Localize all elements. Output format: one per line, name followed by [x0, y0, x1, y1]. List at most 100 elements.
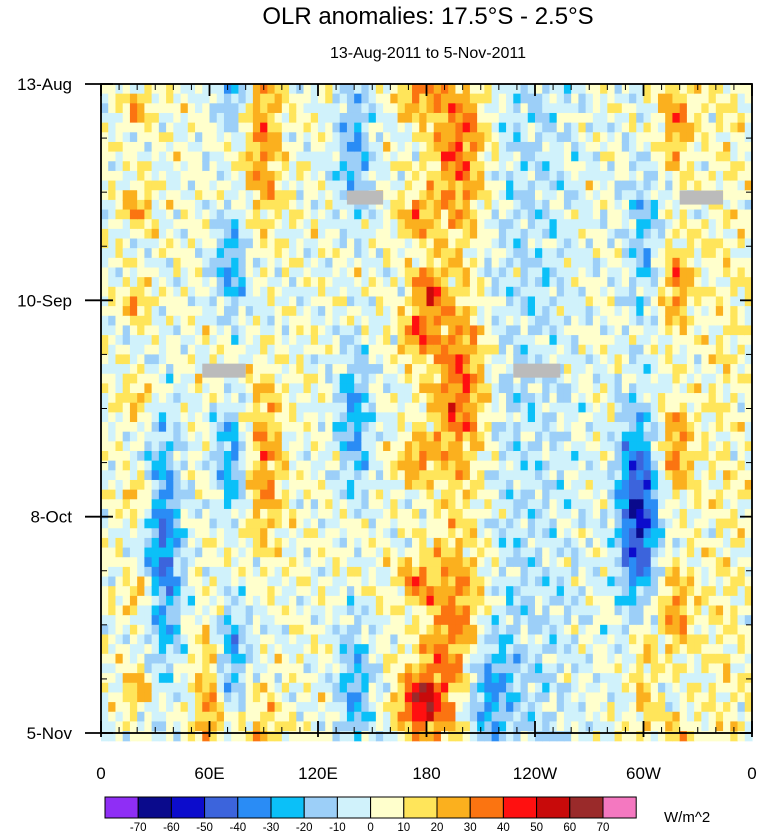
heatmap-cell [455, 731, 464, 742]
heatmap-cell [520, 190, 529, 201]
heatmap-cell [527, 199, 536, 211]
heatmap-cell [542, 711, 551, 723]
heatmap-cell [375, 537, 384, 549]
heatmap-cell [346, 566, 355, 578]
heatmap-cell [390, 731, 399, 742]
heatmap-cell [527, 624, 536, 636]
heatmap-cell [498, 141, 507, 153]
heatmap-cell [223, 711, 232, 723]
heatmap-cell [310, 499, 319, 510]
heatmap-cell [346, 383, 355, 394]
heatmap-cell [332, 122, 341, 133]
heatmap-cell [542, 84, 551, 95]
heatmap-cell [607, 248, 616, 259]
heatmap-cell [383, 393, 391, 404]
heatmap-cell [216, 103, 225, 114]
heatmap-cell [173, 393, 182, 404]
heatmap-cell [592, 122, 601, 133]
heatmap-cell [252, 103, 261, 114]
heatmap-cell [318, 431, 326, 442]
heatmap-cell [440, 634, 449, 645]
heatmap-cell [412, 653, 420, 665]
heatmap-cell [195, 422, 203, 433]
heatmap-cell [426, 441, 435, 452]
heatmap-cell [426, 344, 435, 356]
heatmap-cell [542, 586, 551, 597]
heatmap-cell [585, 682, 594, 694]
heatmap-cell [245, 238, 254, 249]
heatmap-cell [614, 180, 623, 191]
heatmap-cell [455, 644, 464, 655]
heatmap-cell [339, 702, 348, 713]
heatmap-cell [433, 605, 442, 616]
heatmap-cell [151, 209, 160, 220]
heatmap-cell [354, 219, 362, 230]
heatmap-cell [621, 161, 630, 172]
heatmap-cell [383, 682, 391, 694]
heatmap-cell [621, 634, 630, 645]
heatmap-cell [115, 170, 124, 182]
heatmap-cell [158, 170, 167, 182]
heatmap-cell [621, 103, 630, 114]
heatmap-cell [578, 460, 587, 471]
heatmap-cell [101, 373, 109, 384]
heatmap-cell [621, 122, 630, 133]
heatmap-cell [144, 489, 153, 500]
heatmap-cell [419, 103, 428, 114]
heatmap-cell [361, 702, 370, 713]
heatmap-cell [535, 199, 543, 211]
heatmap-cell [158, 141, 167, 153]
heatmap-cell [195, 383, 203, 394]
heatmap-cell [108, 412, 117, 423]
heatmap-cell [339, 393, 348, 404]
heatmap-cell [614, 161, 623, 172]
heatmap-cell [491, 624, 500, 636]
heatmap-cell [614, 731, 623, 742]
heatmap-cell [354, 663, 362, 674]
heatmap-cell [592, 431, 601, 442]
heatmap-cell [412, 528, 420, 539]
heatmap-cell [303, 373, 312, 384]
heatmap-cell [462, 518, 471, 529]
heatmap-cell [383, 315, 391, 327]
heatmap-cell [549, 441, 558, 452]
heatmap-cell [535, 528, 543, 539]
heatmap-cell [318, 470, 326, 481]
heatmap-cell [223, 257, 232, 269]
heatmap-cell [303, 335, 312, 346]
heatmap-cell [245, 296, 254, 307]
heatmap-cell [607, 383, 616, 394]
heatmap-cell [563, 228, 572, 240]
heatmap-cell [426, 489, 435, 500]
heatmap-cell [158, 151, 167, 162]
heatmap-cell [469, 257, 478, 269]
heatmap-cell [108, 364, 117, 375]
heatmap-cell [556, 267, 565, 278]
heatmap-cell [346, 209, 355, 220]
heatmap-cell [346, 296, 355, 307]
heatmap-cell [390, 267, 399, 278]
heatmap-cell [325, 702, 334, 713]
heatmap-cell [433, 528, 442, 539]
heatmap-cell [375, 431, 384, 442]
heatmap-cell [614, 721, 623, 732]
heatmap-cell [129, 296, 138, 307]
heatmap-cell [115, 634, 124, 645]
heatmap-cell [187, 605, 196, 616]
heatmap-cell [310, 267, 319, 278]
heatmap-cell [361, 479, 370, 491]
heatmap-cell [231, 373, 240, 384]
heatmap-cell [332, 209, 341, 220]
heatmap-cell [556, 180, 565, 191]
heatmap-cell [477, 219, 485, 230]
heatmap-cell [260, 103, 268, 114]
heatmap-cell [448, 692, 457, 703]
heatmap-cell [274, 277, 283, 288]
heatmap-cell [209, 479, 218, 491]
heatmap-cell [173, 286, 182, 298]
heatmap-cell [527, 557, 536, 568]
heatmap-cell [469, 112, 478, 124]
heatmap-cell [173, 354, 182, 365]
heatmap-cell [600, 335, 608, 346]
heatmap-cell [506, 325, 514, 336]
